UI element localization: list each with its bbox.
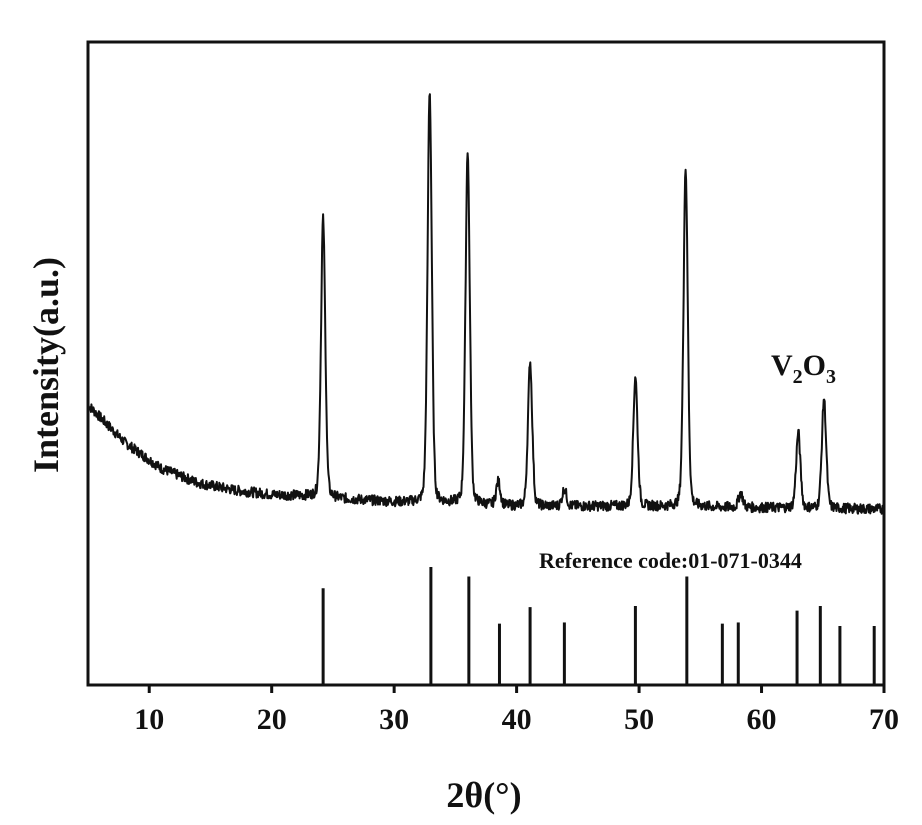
x-tick-label: 10: [134, 703, 164, 736]
reference-lines: [323, 567, 874, 685]
phase-label: V2O3: [771, 349, 836, 388]
reference-code-label: Reference code:01-071-0344: [539, 548, 802, 573]
plot-frame: [88, 42, 884, 685]
x-tick-label: 50: [624, 703, 654, 736]
x-axis-tick-labels: 10 20 30 40 50 60 70: [134, 703, 899, 736]
x-tick-label: 20: [257, 703, 287, 736]
x-tick-label: 70: [869, 703, 899, 736]
xrd-pattern-line: [88, 94, 884, 514]
x-tick-label: 40: [502, 703, 532, 736]
y-axis-title: Intensity(a.u.): [26, 257, 66, 473]
x-tick-label: 60: [747, 703, 777, 736]
x-axis-title: 2θ(°): [446, 775, 521, 815]
x-tick-label: 30: [379, 703, 409, 736]
